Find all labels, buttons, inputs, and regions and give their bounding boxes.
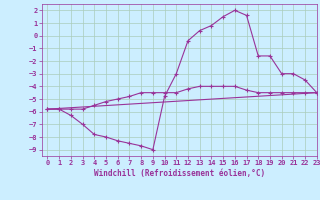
X-axis label: Windchill (Refroidissement éolien,°C): Windchill (Refroidissement éolien,°C) [94, 169, 265, 178]
